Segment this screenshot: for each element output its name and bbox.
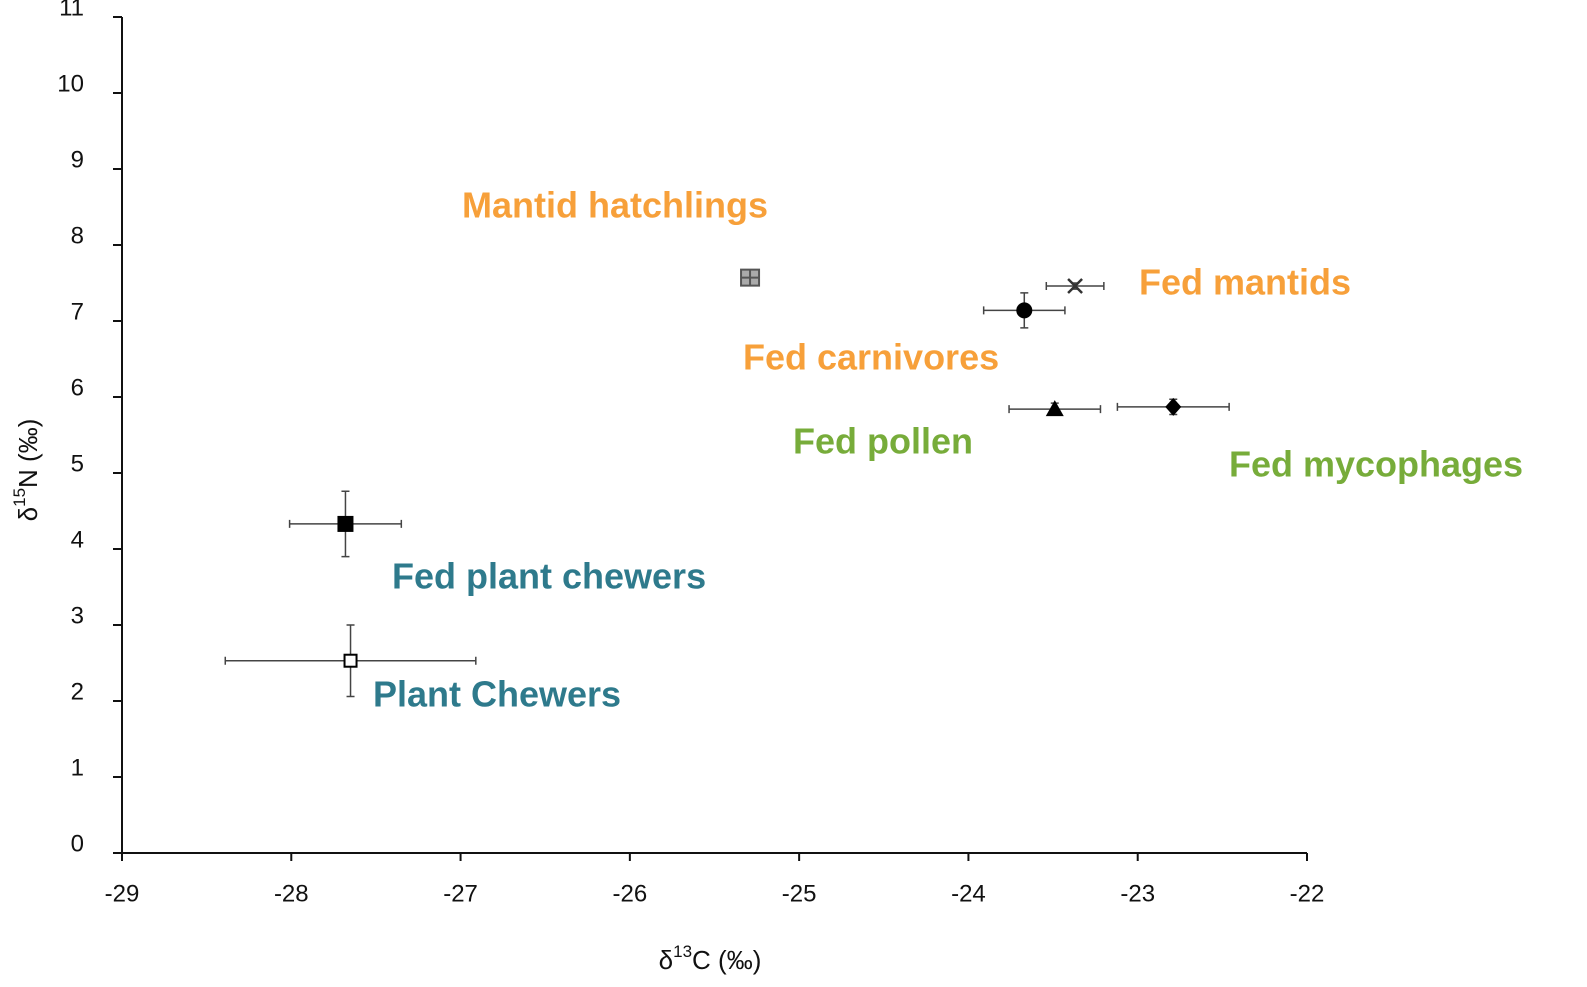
y-tick-label: 8 bbox=[71, 222, 84, 249]
point bbox=[343, 653, 358, 668]
x-tick-label: -24 bbox=[951, 880, 986, 907]
y-tick-label: 10 bbox=[57, 70, 84, 97]
point bbox=[337, 515, 354, 532]
y-tick-label: 0 bbox=[71, 830, 84, 857]
y-tick-label: 7 bbox=[71, 298, 84, 325]
point bbox=[1165, 397, 1182, 416]
x-axis-label: δ13C (‰) bbox=[659, 942, 762, 974]
y-tick-label: 6 bbox=[71, 374, 84, 401]
x-tick-label: -29 bbox=[105, 880, 140, 907]
x-tick-label: -25 bbox=[782, 880, 817, 907]
x-tick-label: -22 bbox=[1290, 880, 1325, 907]
point bbox=[740, 268, 761, 287]
x-tick-label: -26 bbox=[613, 880, 648, 907]
y-axis-label: δ15N (‰) bbox=[10, 419, 42, 522]
x-tick-label: -27 bbox=[443, 880, 478, 907]
x-tick-label: -28 bbox=[274, 880, 309, 907]
y-tick-label: 2 bbox=[71, 678, 84, 705]
y-tick-label: 3 bbox=[71, 602, 84, 629]
y-tick-label: 11 bbox=[59, 0, 84, 21]
series-label: Fed mycophages bbox=[1229, 444, 1523, 485]
point bbox=[1045, 400, 1064, 417]
point bbox=[1016, 302, 1033, 319]
series-label: Fed plant chewers bbox=[392, 556, 706, 597]
x-tick-label: -23 bbox=[1120, 880, 1155, 907]
series-label: Mantid hatchlings bbox=[462, 185, 768, 226]
series-label: Fed pollen bbox=[793, 421, 973, 462]
y-tick-label: 9 bbox=[71, 146, 84, 173]
series-label: Fed carnivores bbox=[743, 337, 999, 378]
y-tick-label: 5 bbox=[71, 450, 84, 477]
y-tick-label: 4 bbox=[71, 526, 84, 553]
y-tick-label: 1 bbox=[71, 754, 84, 781]
point bbox=[1067, 278, 1083, 294]
series-label: Plant Chewers bbox=[373, 674, 621, 715]
series-label: Fed mantids bbox=[1139, 262, 1351, 303]
